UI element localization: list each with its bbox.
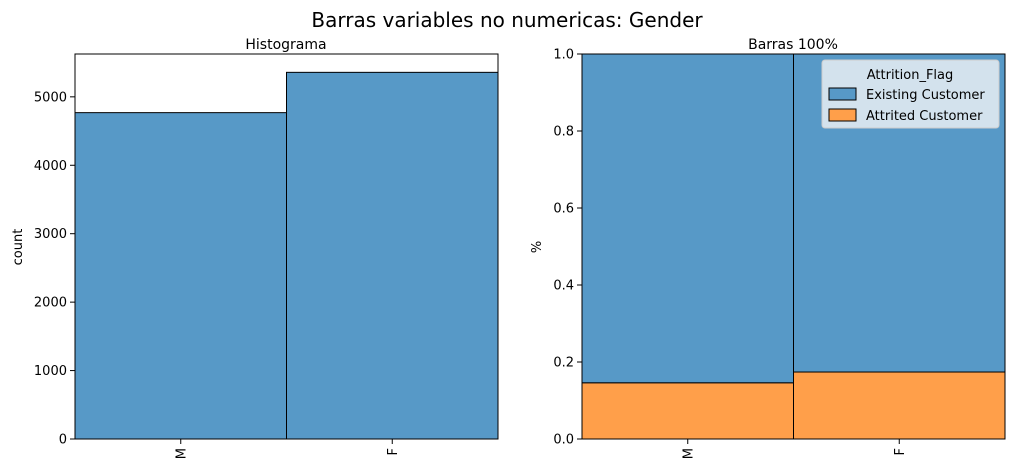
stacked-100-y-ticks: 0.0 0.2 0.4 0.6 0.8 1.0	[553, 48, 582, 448]
bar-m	[74, 112, 287, 440]
y-tick-label: 1000	[34, 364, 67, 379]
x-tick-label-m: M	[174, 448, 189, 459]
y-tick-label: 0.8	[553, 125, 574, 140]
legend-title: Attrition_Flag	[867, 68, 954, 83]
y-tick-label: 0.0	[553, 433, 574, 448]
y-tick-label: 0.4	[553, 279, 574, 294]
bar-m-attrited-customer	[581, 382, 794, 440]
y-tick-label: 2000	[34, 296, 67, 311]
x-tick-label-f: F	[386, 448, 401, 455]
bar-f-attrited-customer	[793, 371, 1006, 440]
legend-label-attrited-customer: Attrited Customer	[866, 109, 983, 124]
histogram-axes-frame	[74, 53, 499, 440]
legend-swatch-attrited-customer	[828, 108, 857, 122]
legend: Attrition_Flag Existing Customer Attrite…	[821, 59, 1000, 129]
x-tick-label-m: M	[681, 448, 696, 459]
histogram-title: Histograma	[245, 37, 326, 53]
legend-box	[821, 59, 1000, 129]
stacked-100-axes-frame	[581, 53, 1006, 440]
y-tick-label: 0.2	[553, 356, 574, 371]
figure-suptitle: Barras variables no numericas: Gender	[311, 8, 703, 32]
y-tick-label: 0	[59, 433, 67, 448]
stacked-100-y-label: %	[530, 241, 545, 253]
y-tick-label: 5000	[34, 90, 67, 105]
bar-m-existing-customer	[581, 53, 794, 384]
y-tick-label: 4000	[34, 159, 67, 174]
histogram-y-label: count	[11, 229, 26, 266]
y-tick-label: 1.0	[553, 48, 574, 63]
y-tick-label: 3000	[34, 227, 67, 242]
histogram-y-ticks: 0 1000 2000 3000 4000 5000	[34, 90, 75, 448]
bar-f	[286, 71, 499, 440]
stacked-100-title: Barras 100%	[748, 37, 838, 53]
x-tick-label-f: F	[893, 448, 908, 455]
legend-swatch-existing-customer	[828, 87, 857, 101]
histogram-bars	[74, 71, 499, 440]
y-tick-label: 0.6	[553, 202, 574, 217]
legend-label-existing-customer: Existing Customer	[866, 88, 985, 103]
